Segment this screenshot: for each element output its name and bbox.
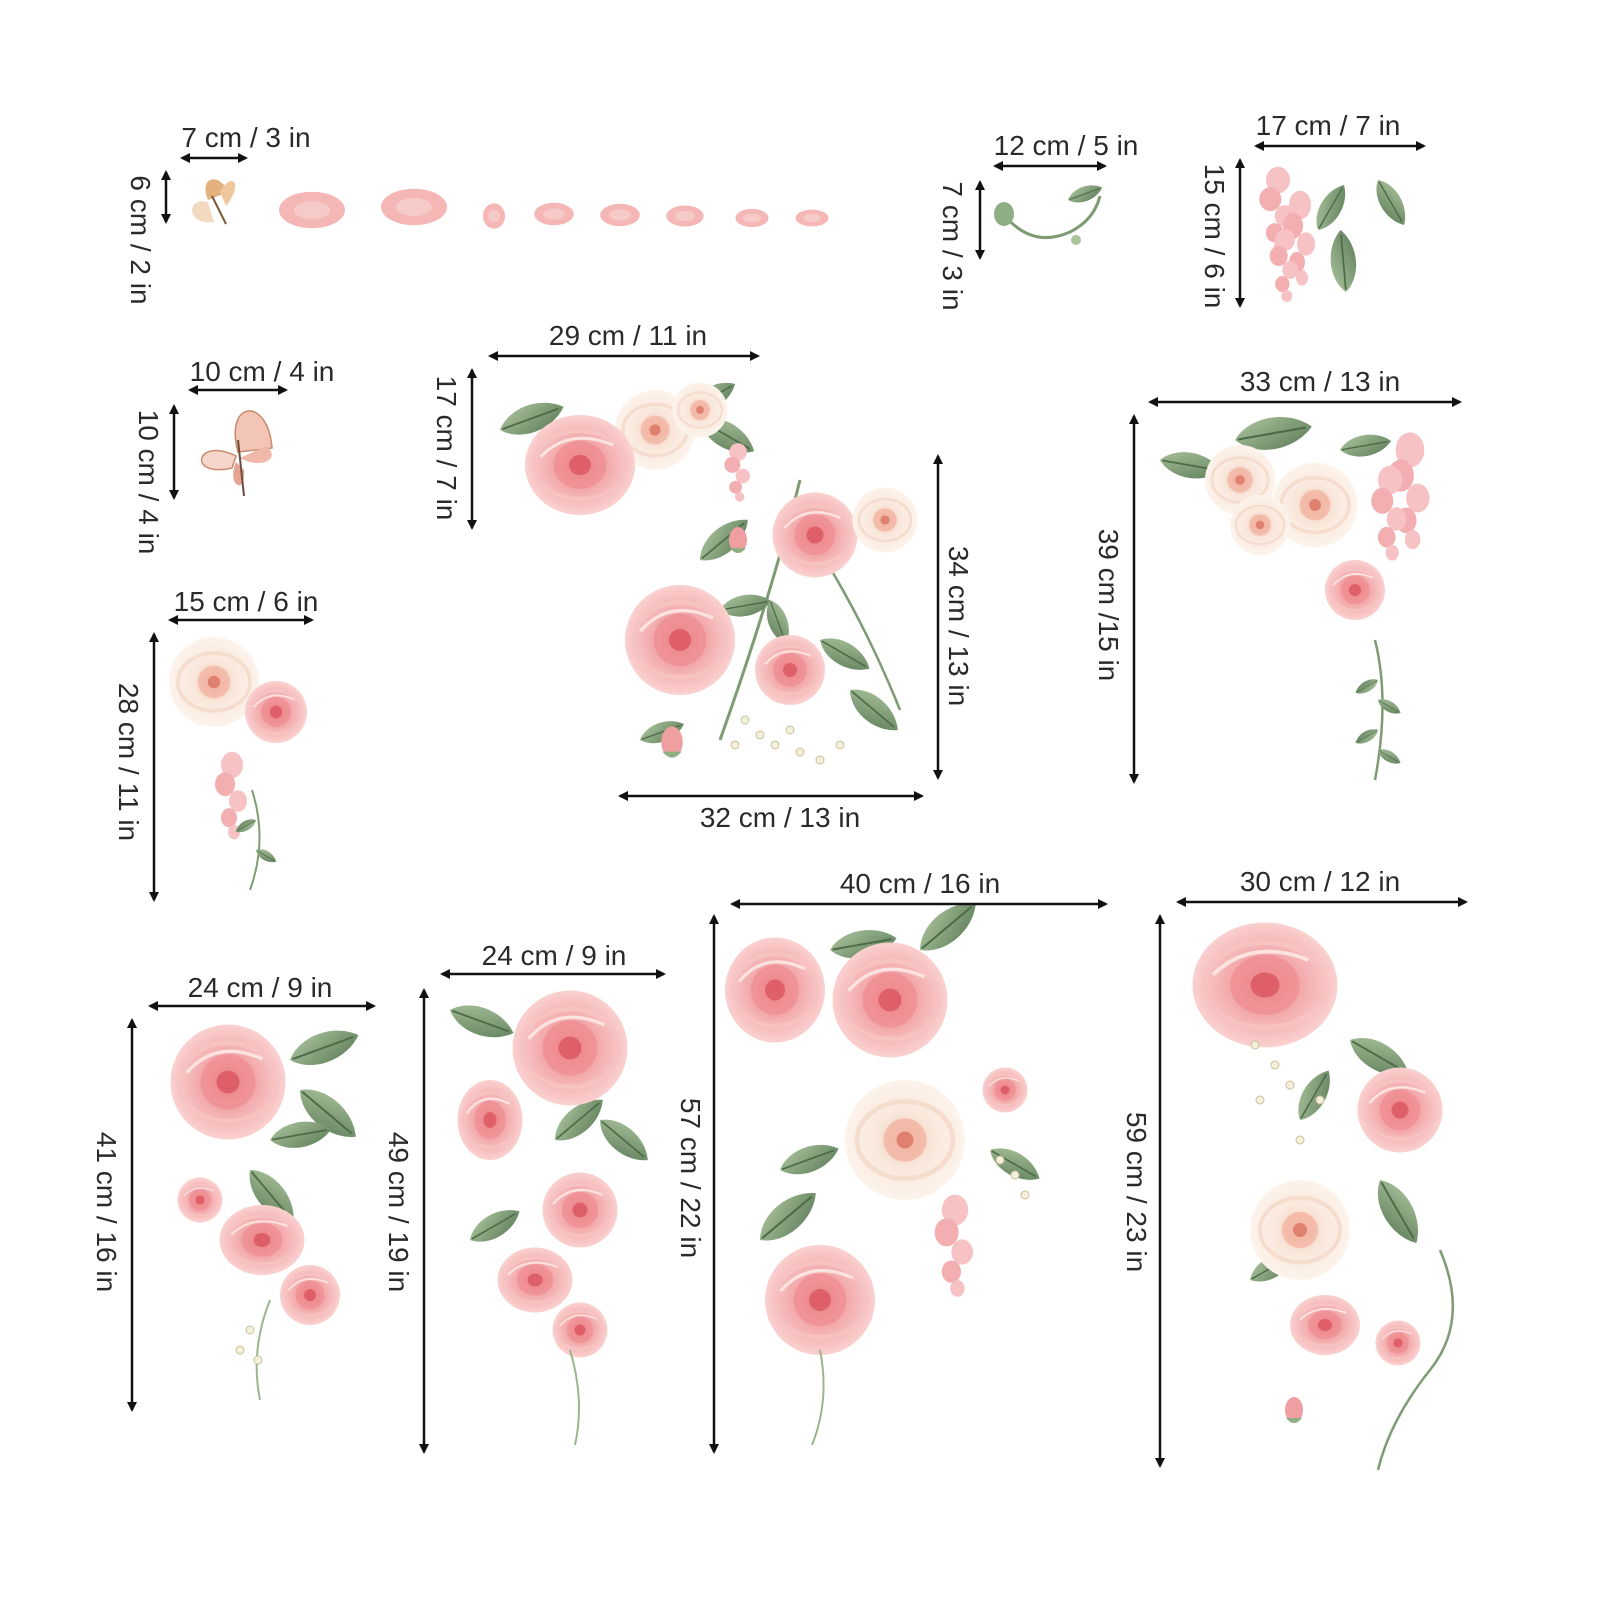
label-petals-width: 7 cm / 3 in	[181, 122, 311, 153]
label-topbouquet-width: 29 cm / 11 in	[548, 320, 708, 351]
pink-butterfly-decal	[201, 410, 273, 497]
label-corner-width: 33 cm / 13 in	[1239, 366, 1401, 397]
small-butterfly-decal	[192, 179, 236, 225]
hanging-rose-decal-d	[1193, 923, 1455, 1471]
label-small-width: 15 cm / 6 in	[173, 586, 319, 617]
top-bouquet-decal	[494, 374, 762, 515]
hanging-rose-decal-a	[171, 1020, 367, 1401]
label-small-height: 28 cm / 11 in	[113, 682, 144, 842]
label-corner-height: 39 cm /15 in	[1093, 528, 1124, 682]
label-d-width: 30 cm / 12 in	[1239, 866, 1401, 897]
label-wisteria-height: 15 cm / 6 in	[1199, 163, 1230, 309]
label-c-width: 40 cm / 16 in	[839, 868, 1001, 899]
label-b-width: 24 cm / 9 in	[481, 940, 627, 971]
hanging-rose-decal-b	[444, 991, 657, 1446]
center-bouquet-decal	[625, 479, 919, 765]
label-topbouquet-height: 17 cm / 7 in	[431, 375, 462, 521]
wisteria-leaves-decal	[1259, 166, 1414, 302]
label-petals-height: 6 cm / 2 in	[125, 175, 156, 305]
label-wisteria-width: 17 cm / 7 in	[1255, 110, 1401, 141]
label-c-height: 57 cm / 22 in	[675, 1097, 706, 1259]
label-sprig-height: 7 cm / 3 in	[937, 181, 968, 311]
label-d-height: 59 cm / 23 in	[1121, 1111, 1152, 1273]
corner-bouquet-decal	[1156, 409, 1430, 781]
label-centerbouquet-height: 34 cm / 13 in	[943, 545, 974, 707]
small-rose-stem-decal	[167, 635, 309, 891]
leaf-sprig-decal	[994, 180, 1106, 245]
hanging-rose-decal-c	[725, 890, 1047, 1446]
dimension-arrows	[127, 141, 1468, 1468]
label-butterfly-height: 10 cm / 4 in	[133, 409, 164, 555]
label-sprig-width: 12 cm / 5 in	[993, 130, 1139, 161]
label-butterfly-width: 10 cm / 4 in	[189, 356, 335, 387]
label-b-height: 49 cm / 19 in	[383, 1131, 414, 1293]
petal-decals	[279, 188, 829, 229]
label-a-width: 24 cm / 9 in	[187, 972, 333, 1003]
label-centerbouquet-width: 32 cm / 13 in	[699, 802, 861, 833]
label-a-height: 41 cm / 16 in	[91, 1131, 122, 1293]
